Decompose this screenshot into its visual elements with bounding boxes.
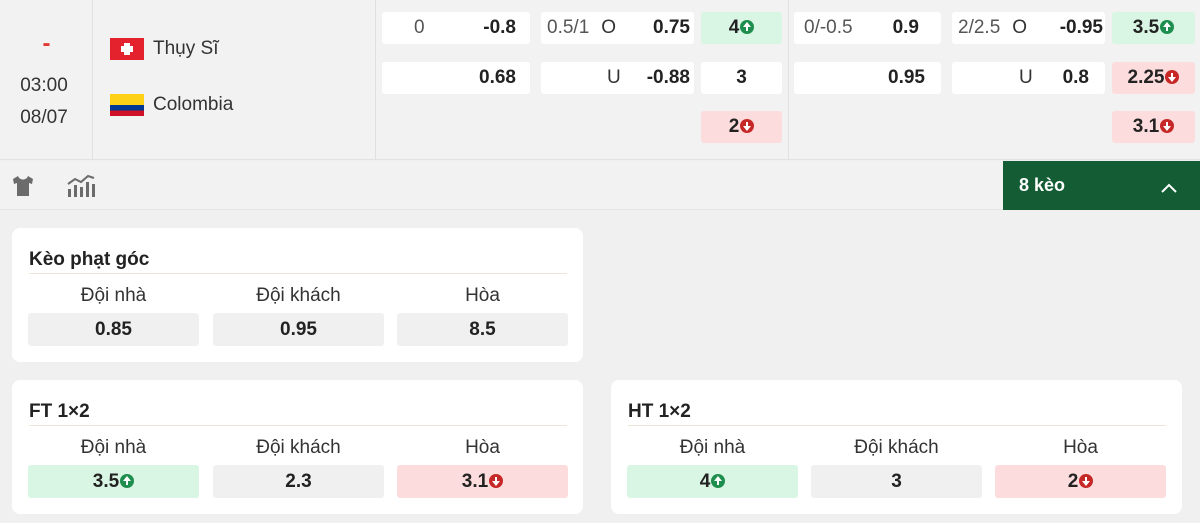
corner-home-label: Đội nhà (80, 285, 147, 306)
ft-1x2-draw-odd: 2 (728, 116, 740, 137)
ft-1x2-market-panel: FT 1×2 Đội nhà Đội khách Hòa 3.5 2.3 3.1 (12, 380, 583, 514)
ht-handicap-away-odd: 0.95 (888, 67, 925, 88)
ht-handicap-home-cell[interactable]: 0/-0.5 0.9 (794, 12, 941, 44)
ft-under-label: U (607, 67, 621, 88)
ft-over-odd: 0.75 (653, 17, 690, 38)
ft-1x2-away-value: 2.3 (285, 470, 312, 492)
match-row[interactable]: - 03:00 08/07 Thụy Sĩ Colombia 0 -0.8 0.… (0, 0, 1200, 160)
corner-draw-label: Hòa (465, 285, 500, 306)
colombia-flag-icon (110, 94, 144, 116)
ft-1x2-home-odd-box[interactable]: 3.5 (28, 465, 199, 498)
ht-over-odd: -0.95 (1059, 17, 1103, 38)
ht-handicap-away-cell[interactable]: 0.95 (794, 62, 941, 94)
ht-1x2-away-value: 3 (891, 470, 902, 492)
arrow-up-icon (1160, 20, 1175, 34)
away-team[interactable]: Colombia (110, 93, 233, 117)
ht-1x2-home-label: Đội nhà (679, 437, 746, 458)
ft-1x2-draw-odd-box[interactable]: 3.1 (397, 465, 568, 498)
ft-1x2-away-label: Đội khách (256, 437, 341, 458)
ht-1x2-market-title: HT 1×2 (628, 401, 691, 422)
ht-under-label: U (1019, 67, 1033, 88)
ht-handicap-home-odd: 0.9 (892, 17, 919, 38)
ht-ou-line: 2/2.5 (958, 17, 1001, 38)
ht-1x2-draw-cell[interactable]: 3.1 (1112, 111, 1195, 143)
ft-over-label: O (601, 17, 617, 38)
arrow-down-icon (1160, 119, 1175, 133)
away-team-name: Colombia (153, 94, 234, 115)
divider (29, 425, 567, 426)
ft-handicap-home-cell[interactable]: 0 -0.8 (382, 12, 530, 44)
ht-handicap-line: 0/-0.5 (804, 17, 853, 38)
corner-draw-odd[interactable]: 8.5 (397, 313, 568, 346)
ft-1x2-home-label: Đội nhà (80, 437, 147, 458)
corner-market-panel: Kèo phạt góc Đội nhà Đội khách Hòa 0.85 … (12, 228, 583, 362)
ft-ou-line: 0.5/1 (547, 17, 590, 38)
swiss-flag-icon (110, 38, 144, 60)
teams-column: Thụy Sĩ Colombia (94, 0, 376, 160)
ht-1x2-draw-odd-box[interactable]: 2 (995, 465, 1166, 498)
ht-1x2-away-label: Đội khách (854, 437, 939, 458)
corner-away-label: Đội khách (256, 285, 341, 306)
arrow-up-icon (120, 473, 135, 488)
ht-over-label: O (1012, 17, 1028, 38)
ht-1x2-away-cell[interactable]: 2.25 (1112, 62, 1195, 94)
chevron-up-icon (1160, 178, 1178, 199)
home-team[interactable]: Thụy Sĩ (110, 37, 218, 61)
arrow-up-icon (740, 20, 755, 34)
home-team-name: Thụy Sĩ (153, 38, 219, 59)
ft-1x2-home-odd: 4 (728, 17, 740, 38)
ht-1x2-draw-value: 2 (1067, 470, 1079, 492)
corner-home-odd[interactable]: 0.85 (28, 313, 199, 346)
match-date: 08/07 (20, 107, 68, 128)
ft-1x2-home-cell[interactable]: 4 (701, 12, 782, 44)
ht-1x2-home-odd: 3.5 (1132, 17, 1160, 38)
ht-under-odd: 0.8 (1062, 67, 1089, 88)
ht-over-cell[interactable]: 2/2.5 O -0.95 (952, 12, 1105, 44)
shirt-icon[interactable] (10, 173, 38, 199)
arrow-down-icon (489, 473, 504, 488)
more-odds-label: 8 kèo (1019, 175, 1066, 195)
ft-1x2-market-title: FT 1×2 (29, 401, 90, 422)
arrow-down-icon (1079, 473, 1094, 488)
ft-1x2-draw-label: Hòa (465, 437, 500, 458)
divider (628, 425, 1166, 426)
corner-away-odd[interactable]: 0.95 (213, 313, 384, 346)
ht-1x2-home-cell[interactable]: 3.5 (1112, 12, 1195, 44)
match-toolbar: 8 kèo (0, 161, 1200, 210)
ft-1x2-away-odd: 3 (736, 67, 747, 88)
arrow-down-icon (740, 119, 755, 133)
ft-handicap-away-odd: 0.68 (479, 67, 516, 88)
ft-under-cell[interactable]: U -0.88 (541, 62, 694, 94)
ft-1x2-away-odd-box[interactable]: 2.3 (213, 465, 384, 498)
ht-1x2-draw-odd: 3.1 (1132, 116, 1160, 137)
more-odds-button[interactable]: 8 kèo (1003, 161, 1200, 210)
ft-1x2-draw-cell[interactable]: 2 (701, 111, 782, 143)
ft-under-odd: -0.88 (646, 67, 690, 88)
ht-1x2-home-value: 4 (699, 470, 711, 492)
ft-1x2-draw-value: 3.1 (461, 470, 489, 492)
ft-handicap-line: 0 (414, 17, 425, 38)
corner-market-title: Kèo phạt góc (29, 249, 150, 270)
match-time-column: - 03:00 08/07 (0, 0, 93, 160)
ft-1x2-home-value: 3.5 (92, 470, 120, 492)
stats-chart-icon[interactable] (66, 173, 95, 199)
ht-under-cell[interactable]: U 0.8 (952, 62, 1105, 94)
divider (29, 273, 567, 274)
ft-1x2-away-cell[interactable]: 3 (701, 62, 782, 94)
ht-1x2-home-odd-box[interactable]: 4 (627, 465, 798, 498)
ft-handicap-home-odd: -0.8 (483, 17, 516, 38)
arrow-down-icon (1165, 70, 1180, 84)
match-status: - (42, 30, 51, 57)
ht-1x2-market-panel: HT 1×2 Đội nhà Đội khách Hòa 4 3 2 (611, 380, 1182, 514)
match-time: 03:00 (20, 75, 68, 96)
ht-1x2-away-odd-box[interactable]: 3 (811, 465, 982, 498)
ht-1x2-draw-label: Hòa (1063, 437, 1098, 458)
ht-1x2-away-odd: 2.25 (1127, 67, 1165, 88)
ft-over-cell[interactable]: 0.5/1 O 0.75 (541, 12, 694, 44)
ft-handicap-away-cell[interactable]: 0.68 (382, 62, 530, 94)
arrow-up-icon (711, 473, 726, 488)
odds-divider (788, 0, 789, 160)
